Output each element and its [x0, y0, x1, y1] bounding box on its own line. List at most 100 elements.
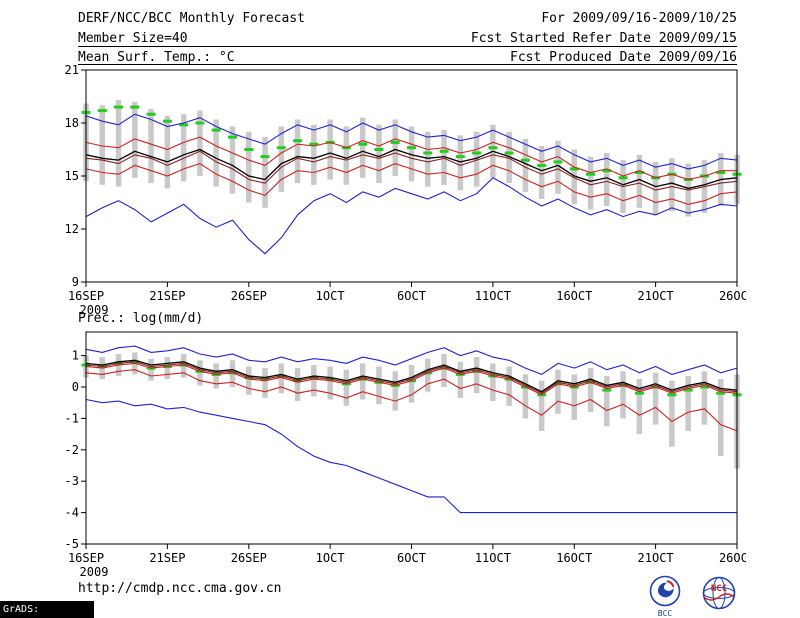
- ncc-logo-label: NCC: [711, 584, 727, 594]
- y-tick-label: -1: [65, 411, 79, 425]
- spread-bar: [604, 376, 610, 427]
- spread-bar: [555, 369, 561, 414]
- header-divider-2: [78, 64, 737, 65]
- spread-bar: [555, 140, 561, 194]
- series-ensemble-max: [85, 113, 738, 170]
- spread-bar: [99, 105, 105, 185]
- spread-bar: [294, 119, 301, 184]
- spread-bar: [408, 365, 415, 403]
- y-tick-label: 0: [72, 380, 79, 394]
- x-tick-label: 11OCT: [475, 289, 511, 303]
- spread-bar: [571, 149, 577, 205]
- x-tick-label: 1OCT: [316, 551, 345, 565]
- x-tick-label: 21SEP: [149, 551, 185, 565]
- series-ensemble-min: [85, 398, 737, 514]
- ncc-logo: NCC: [702, 576, 736, 610]
- series-ensemble-mean: [85, 359, 738, 393]
- spread-bar: [359, 363, 366, 400]
- y-tick-label: -3: [65, 474, 79, 488]
- spread-bar: [278, 126, 285, 192]
- x-axis-year-label: 2009: [80, 565, 109, 579]
- spread-bar: [392, 371, 398, 411]
- y-tick-label: -5: [65, 537, 79, 551]
- x-tick-label: 26SEP: [231, 551, 267, 565]
- series-ensemble-max: [85, 345, 738, 376]
- x-tick-label: 6OCT: [397, 551, 426, 565]
- spread-bar: [490, 363, 496, 402]
- spread-bar: [148, 358, 154, 381]
- member-size-label: Member Size=40: [78, 31, 188, 46]
- x-tick-label: 16SEP: [68, 551, 104, 565]
- y-tick-label: 18: [65, 116, 79, 130]
- spread-bar: [213, 363, 219, 389]
- precip-chart-title: Prec.: log(mm/d): [78, 311, 204, 326]
- spread-bar: [473, 131, 480, 187]
- spread-bar: [441, 130, 447, 185]
- bcc-logo-label: BCC: [658, 609, 673, 618]
- temperature-forecast-chart: 9 12 15 18 21 16SEP 21SEP 26SEP 1OCT 6OCT 11OCT 16O…: [65, 64, 746, 316]
- spread-bar: [685, 376, 691, 431]
- spread-bar: [522, 374, 529, 419]
- y-tick-label: 15: [65, 169, 79, 183]
- y-tick-label: -2: [65, 443, 79, 457]
- spread-bar: [425, 131, 431, 187]
- spread-bar: [132, 101, 138, 178]
- spread-bar: [376, 124, 382, 184]
- x-tick-label: 16OCT: [556, 289, 592, 303]
- refer-date-label: Fcst Started Refer Date 2009/09/15: [470, 31, 737, 46]
- spread-bar: [115, 100, 122, 187]
- produced-date-label: Fcst Produced Date 2009/09/16: [510, 50, 737, 65]
- spread-bar: [327, 366, 333, 400]
- spread-bar: [311, 365, 317, 397]
- spread-bar: [262, 137, 268, 208]
- series-control-run: [85, 150, 738, 191]
- x-tick-label: 16OCT: [556, 551, 592, 565]
- spread-bar: [408, 126, 415, 182]
- grads-credit: GrADS: COLA/IGES: [0, 601, 94, 618]
- spread-bar: [311, 124, 317, 185]
- spread-bar: [457, 135, 464, 191]
- series-control-run: [85, 361, 738, 394]
- y-tick-label: 21: [65, 64, 79, 77]
- temp-chart-title: Mean Surf. Temp.: °C: [78, 50, 235, 65]
- spread-bar: [376, 366, 382, 405]
- spread-bar: [148, 108, 154, 184]
- series-ensemble-min: [85, 177, 738, 255]
- x-tick-label: 26SEP: [231, 289, 267, 303]
- spread-bar: [652, 372, 659, 425]
- spread-bar: [278, 363, 285, 394]
- y-tick-label: -4: [65, 506, 79, 520]
- spread-bar: [538, 146, 545, 199]
- spread-bar: [669, 380, 675, 447]
- x-tick-label: 21SEP: [149, 289, 185, 303]
- spread-bar: [164, 357, 171, 380]
- series-lower-quantile: [85, 369, 738, 432]
- spread-bar: [522, 138, 529, 192]
- spread-bar: [587, 156, 594, 210]
- series-upper-quantile: [85, 362, 738, 396]
- spread-bar: [343, 369, 350, 406]
- spread-bar: [343, 126, 350, 185]
- x-tick-label: 1OCT: [316, 289, 345, 303]
- spread-bar: [587, 368, 594, 413]
- spread-bar: [425, 358, 431, 392]
- ncc-wave-icon: [703, 593, 735, 601]
- x-tick-label: 21OCT: [638, 289, 674, 303]
- spread-bar: [473, 357, 480, 394]
- spread-bar: [506, 366, 512, 406]
- y-tick-label: 1: [72, 349, 79, 363]
- series-lower-quantile: [85, 162, 738, 205]
- series-upper-quantile: [85, 136, 737, 181]
- spread-bar: [604, 153, 610, 206]
- spread-bar: [392, 119, 398, 176]
- x-tick-label: 16SEP: [68, 289, 104, 303]
- website-url[interactable]: http://cmdp.ncc.cma.gov.cn: [78, 581, 282, 596]
- x-axis-year-label: 2009: [80, 303, 109, 316]
- x-tick-label: 26OCT: [719, 551, 746, 565]
- spread-bar: [636, 379, 643, 435]
- spread-bar: [620, 371, 626, 419]
- forecast-date-range: For 2009/09/16-2009/10/25: [541, 11, 737, 26]
- spread-bar: [197, 360, 203, 386]
